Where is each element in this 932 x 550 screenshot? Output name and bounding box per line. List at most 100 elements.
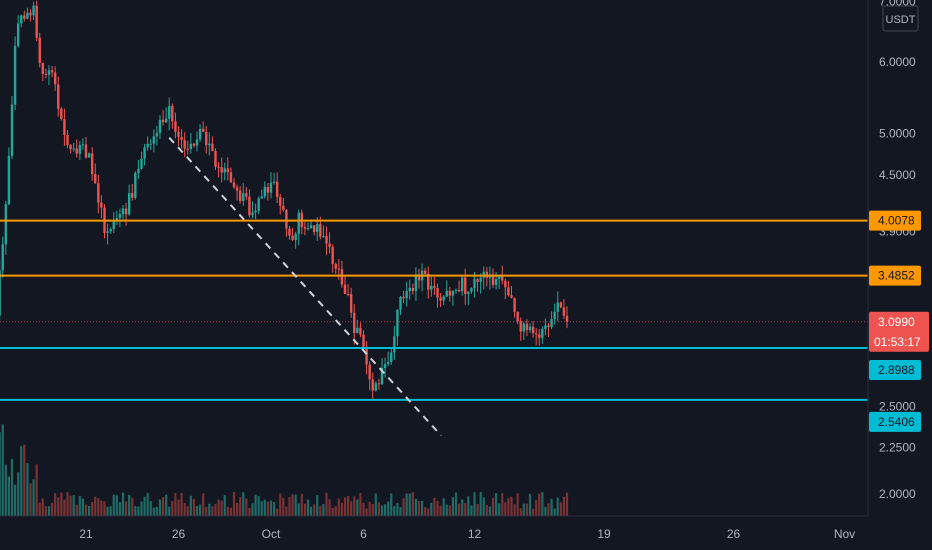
- candle[interactable]: [353, 304, 356, 345]
- candle[interactable]: [534, 328, 538, 346]
- candle[interactable]: [390, 348, 393, 365]
- candle[interactable]: [90, 147, 94, 181]
- candle[interactable]: [195, 131, 199, 152]
- candle[interactable]: [297, 209, 300, 246]
- candle[interactable]: [143, 143, 146, 166]
- candle[interactable]: [7, 147, 11, 206]
- candle[interactable]: [161, 110, 165, 126]
- candle[interactable]: [100, 195, 103, 219]
- candle[interactable]: [57, 76, 60, 117]
- candle[interactable]: [109, 227, 112, 234]
- candle[interactable]: [430, 276, 433, 297]
- candle[interactable]: [282, 197, 285, 212]
- candle[interactable]: [417, 268, 421, 289]
- candle[interactable]: [272, 172, 276, 185]
- candle[interactable]: [263, 181, 267, 199]
- candle[interactable]: [346, 284, 350, 297]
- candle[interactable]: [183, 132, 186, 157]
- candle[interactable]: [152, 129, 156, 153]
- candle[interactable]: [72, 142, 75, 152]
- candle[interactable]: [232, 177, 236, 189]
- candle[interactable]: [294, 231, 297, 249]
- candle[interactable]: [331, 244, 334, 273]
- candle[interactable]: [127, 184, 131, 216]
- candle[interactable]: [491, 268, 495, 288]
- candle[interactable]: [20, 14, 23, 28]
- candle[interactable]: [451, 290, 455, 306]
- candle[interactable]: [445, 280, 448, 298]
- price-axis[interactable]: 7.00006.00005.00004.50003.90002.50002.25…: [867, 0, 932, 516]
- candle[interactable]: [106, 223, 109, 245]
- candle[interactable]: [201, 121, 205, 133]
- candle[interactable]: [439, 293, 442, 307]
- candle[interactable]: [343, 275, 347, 295]
- candle[interactable]: [174, 112, 177, 139]
- candle[interactable]: [371, 372, 374, 401]
- candle[interactable]: [63, 108, 66, 146]
- candle[interactable]: [186, 140, 189, 155]
- candle[interactable]: [217, 161, 220, 178]
- candle[interactable]: [16, 15, 20, 48]
- candle[interactable]: [306, 222, 310, 231]
- candle[interactable]: [13, 36, 17, 111]
- candle[interactable]: [547, 322, 550, 338]
- candle[interactable]: [140, 151, 143, 170]
- candle[interactable]: [69, 143, 72, 154]
- candle[interactable]: [291, 227, 294, 242]
- candle[interactable]: [257, 196, 260, 215]
- candle[interactable]: [374, 381, 378, 392]
- candle[interactable]: [550, 311, 553, 330]
- candle[interactable]: [155, 125, 159, 146]
- candle[interactable]: [124, 202, 128, 226]
- candle[interactable]: [146, 136, 149, 151]
- candle[interactable]: [266, 182, 270, 201]
- candle[interactable]: [470, 287, 473, 294]
- candle[interactable]: [189, 133, 193, 154]
- candle[interactable]: [411, 283, 415, 295]
- candle[interactable]: [242, 183, 245, 206]
- candle[interactable]: [386, 351, 390, 367]
- candle[interactable]: [235, 184, 239, 201]
- candle[interactable]: [510, 286, 513, 299]
- candle[interactable]: [544, 318, 547, 336]
- candle[interactable]: [112, 212, 115, 234]
- candle[interactable]: [322, 225, 325, 238]
- candle[interactable]: [44, 68, 48, 79]
- candle[interactable]: [460, 276, 464, 296]
- candle[interactable]: [35, 0, 38, 42]
- candle[interactable]: [427, 266, 430, 299]
- candle[interactable]: [442, 294, 445, 306]
- candle[interactable]: [507, 281, 510, 297]
- candle[interactable]: [223, 162, 226, 181]
- candle[interactable]: [414, 267, 418, 301]
- candle[interactable]: [254, 203, 257, 220]
- candle[interactable]: [513, 297, 516, 318]
- candle[interactable]: [457, 280, 461, 293]
- candle[interactable]: [556, 291, 559, 322]
- candle[interactable]: [238, 185, 242, 204]
- candle[interactable]: [436, 283, 439, 308]
- candle[interactable]: [269, 172, 273, 199]
- candle[interactable]: [325, 226, 328, 256]
- candle[interactable]: [476, 278, 479, 292]
- candle[interactable]: [285, 209, 288, 237]
- dashed-trendline[interactable]: [168, 136, 442, 437]
- candle[interactable]: [433, 276, 436, 295]
- horizontal-levels[interactable]: [0, 219, 868, 401]
- candle[interactable]: [275, 172, 279, 204]
- candle[interactable]: [118, 208, 122, 228]
- candle[interactable]: [504, 278, 507, 300]
- candle[interactable]: [303, 222, 307, 236]
- candle[interactable]: [192, 143, 196, 148]
- candle[interactable]: [171, 103, 174, 129]
- candle[interactable]: [60, 106, 63, 121]
- candle[interactable]: [245, 186, 248, 201]
- candle[interactable]: [177, 126, 180, 147]
- candle[interactable]: [467, 291, 470, 305]
- candle[interactable]: [541, 326, 544, 344]
- candle[interactable]: [340, 260, 344, 288]
- candle[interactable]: [158, 115, 162, 139]
- candle[interactable]: [121, 204, 125, 220]
- candle[interactable]: [1, 236, 4, 278]
